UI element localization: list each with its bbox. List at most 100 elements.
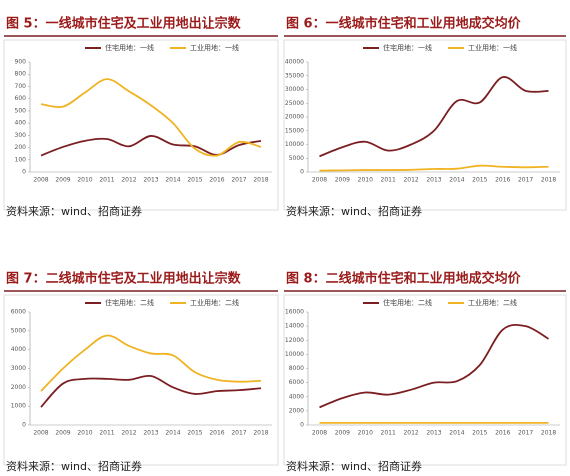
x-tick-label: 2016 <box>495 177 510 184</box>
series-line <box>40 135 262 157</box>
x-tick-label: 2017 <box>231 430 246 437</box>
y-tick-label: 8000 <box>289 365 304 372</box>
x-tick-label: 2018 <box>541 177 556 184</box>
y-tick-label: 100 <box>15 156 27 163</box>
x-tick-label: 2016 <box>209 177 224 184</box>
x-tick-label: 2015 <box>472 177 487 184</box>
chart-title: 图 6：一线城市住宅和工业用地成交均价 <box>286 16 522 32</box>
chart-frame <box>3 294 279 466</box>
y-tick-label: 200 <box>15 144 27 151</box>
x-tick-label: 2017 <box>231 177 246 184</box>
y-tick-label: 900 <box>15 59 27 66</box>
legend-label: 住宅用地：二线 <box>383 298 432 307</box>
y-tick-label: 10000 <box>285 351 304 358</box>
x-tick-label: 2011 <box>99 430 114 437</box>
x-tick-label: 2018 <box>541 430 556 437</box>
y-tick-label: 6000 <box>11 309 26 316</box>
legend-label: 住宅用地：一线 <box>383 43 432 52</box>
x-tick-label: 2018 <box>253 177 268 184</box>
chart-frame <box>3 39 279 211</box>
series-line <box>40 78 262 157</box>
chart-title: 图 5：一线城市住宅及工业用地出让宗数 <box>6 16 242 32</box>
y-tick-label: 5000 <box>11 327 26 334</box>
y-tick-label: 500 <box>15 107 27 114</box>
x-tick-label: 2013 <box>143 430 158 437</box>
legend-label: 工业用地：二线 <box>190 298 239 307</box>
x-tick-label: 2012 <box>403 430 418 437</box>
x-tick-label: 2008 <box>312 430 327 437</box>
y-tick-label: 400 <box>15 120 27 127</box>
y-tick-label: 0 <box>22 422 26 429</box>
y-tick-label: 800 <box>15 71 27 78</box>
x-tick-label: 2009 <box>55 177 70 184</box>
x-tick-label: 2013 <box>143 177 158 184</box>
legend-label: 住宅用地：二线 <box>105 298 154 307</box>
x-tick-label: 2017 <box>518 177 533 184</box>
series-line <box>40 374 262 408</box>
x-tick-label: 2010 <box>77 177 92 184</box>
x-tick-label: 2014 <box>449 430 464 437</box>
y-tick-label: 35000 <box>285 72 304 79</box>
y-tick-label: 600 <box>15 95 27 102</box>
series-line <box>40 334 262 392</box>
x-tick-label: 2016 <box>209 430 224 437</box>
source: 资料来源：wind、招商证券 <box>6 204 142 218</box>
x-tick-label: 2008 <box>312 177 327 184</box>
y-tick-label: 25000 <box>285 100 304 107</box>
series-line <box>319 76 549 158</box>
x-tick-label: 2008 <box>33 430 48 437</box>
x-tick-label: 2013 <box>426 430 441 437</box>
y-tick-label: 40000 <box>285 59 304 66</box>
chart-frame <box>283 39 567 211</box>
legend-label: 工业用地：一线 <box>468 43 517 52</box>
x-tick-label: 2012 <box>403 177 418 184</box>
y-tick-label: 700 <box>15 83 27 90</box>
y-tick-label: 15000 <box>285 127 304 134</box>
y-tick-label: 0 <box>300 422 304 429</box>
y-tick-label: 20000 <box>285 114 304 121</box>
y-tick-label: 300 <box>15 132 27 139</box>
x-tick-label: 2011 <box>99 177 114 184</box>
x-tick-label: 2011 <box>381 430 396 437</box>
x-tick-label: 2010 <box>77 430 92 437</box>
x-tick-label: 2012 <box>121 177 136 184</box>
legend-label: 工业用地：二线 <box>468 298 517 307</box>
x-tick-label: 2015 <box>187 177 202 184</box>
x-tick-label: 2012 <box>121 430 136 437</box>
y-tick-label: 5000 <box>289 155 304 162</box>
y-tick-label: 12000 <box>285 337 304 344</box>
y-tick-label: 2000 <box>11 384 26 391</box>
source: 资料来源：wind、招商证券 <box>286 459 422 473</box>
y-tick-label: 3000 <box>11 365 26 372</box>
source: 资料来源：wind、招商证券 <box>286 204 422 218</box>
chart-frame <box>283 294 567 466</box>
y-tick-label: 1000 <box>11 403 26 410</box>
series-line <box>319 164 549 172</box>
x-tick-label: 2011 <box>381 177 396 184</box>
x-tick-label: 2016 <box>495 430 510 437</box>
x-tick-label: 2014 <box>449 177 464 184</box>
y-tick-label: 0 <box>22 169 26 176</box>
x-tick-label: 2009 <box>335 177 350 184</box>
x-tick-label: 2014 <box>165 430 180 437</box>
x-tick-label: 2009 <box>335 430 350 437</box>
x-tick-label: 2014 <box>165 177 180 184</box>
y-tick-label: 6000 <box>289 379 304 386</box>
x-tick-label: 2010 <box>358 430 373 437</box>
chart-title: 图 7：二线城市住宅及工业用地出让宗数 <box>6 271 242 287</box>
chart-title: 图 8：二线城市住宅和工业用地成交均价 <box>286 271 522 287</box>
y-tick-label: 30000 <box>285 86 304 93</box>
legend-label: 住宅用地：一线 <box>105 43 154 52</box>
y-tick-label: 14000 <box>285 323 304 330</box>
x-tick-label: 2009 <box>55 430 70 437</box>
y-tick-label: 4000 <box>289 393 304 400</box>
y-tick-label: 16000 <box>285 309 304 316</box>
series-line <box>319 323 550 409</box>
y-tick-label: 10000 <box>285 141 304 148</box>
source: 资料来源：wind、招商证券 <box>6 459 142 473</box>
x-tick-label: 2015 <box>187 430 202 437</box>
x-tick-label: 2018 <box>253 430 268 437</box>
x-tick-label: 2008 <box>33 177 48 184</box>
x-tick-label: 2015 <box>472 430 487 437</box>
